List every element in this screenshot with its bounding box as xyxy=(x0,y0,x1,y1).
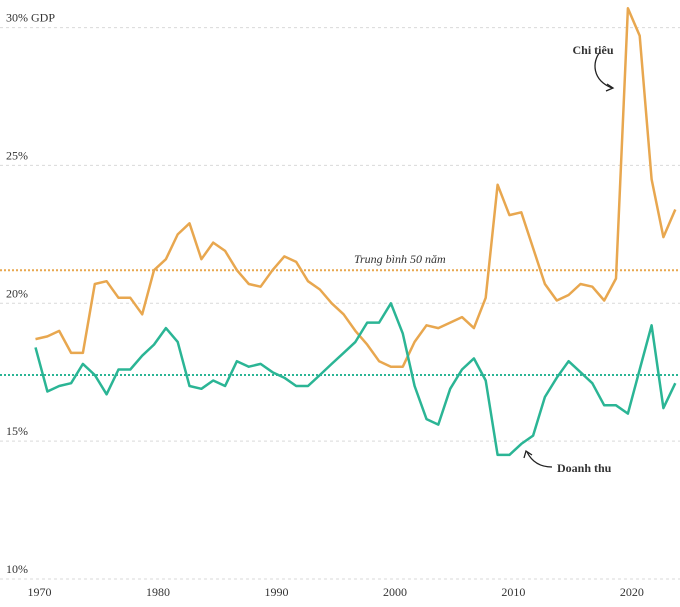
y-tick-label: 15% xyxy=(6,424,28,438)
series-annotation: Chi tiêu xyxy=(572,43,613,57)
x-tick-label: 2020 xyxy=(620,585,644,599)
arrow-head xyxy=(523,449,533,459)
y-tick-label: 10% xyxy=(6,562,28,576)
reference-label: Trung bình 50 năm xyxy=(354,252,446,266)
arrow xyxy=(594,51,613,89)
x-tick-label: 1980 xyxy=(146,585,170,599)
series-line xyxy=(34,302,677,457)
arrow-head xyxy=(605,83,615,92)
series-annotation: Doanh thu xyxy=(557,461,612,475)
y-tick-label: 25% xyxy=(6,148,28,162)
arrow xyxy=(526,451,553,468)
series-line xyxy=(35,7,677,368)
x-tick-label: 1990 xyxy=(264,585,288,599)
y-tick-label: 30% GDP xyxy=(6,11,55,25)
x-tick-label: 1970 xyxy=(28,585,52,599)
x-tick-label: 2000 xyxy=(383,585,407,599)
x-tick-label: 2010 xyxy=(501,585,525,599)
y-tick-label: 20% xyxy=(6,286,28,300)
